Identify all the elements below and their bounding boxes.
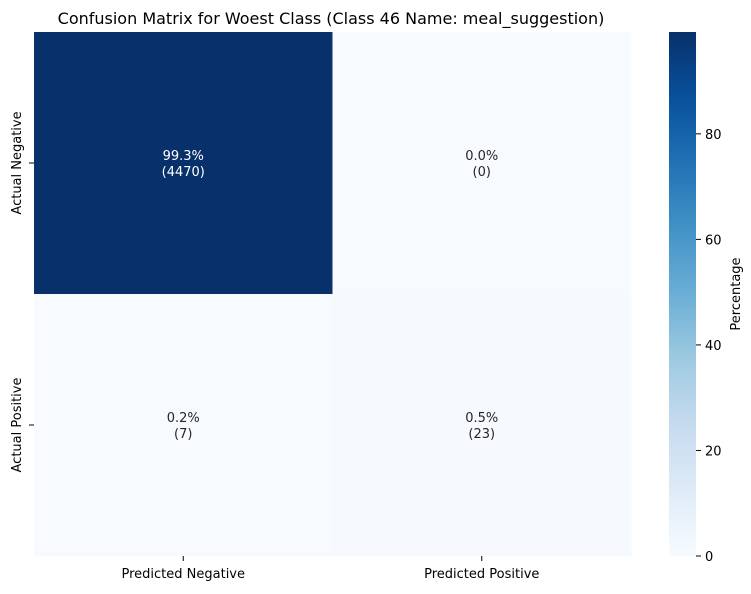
colorbar-tick-label: 0 xyxy=(705,550,713,565)
x-tick-label: Predicted Negative xyxy=(122,567,246,582)
colorbar-tick-label: 40 xyxy=(705,339,722,354)
colorbar-tick-label: 20 xyxy=(705,444,722,459)
cell-annotation: 0.5% xyxy=(465,411,498,426)
cell-annotation: 99.3% xyxy=(163,149,204,164)
colorbar: 0 20 40 60 80 Percentage xyxy=(669,32,744,565)
axes: Predicted Negative Predicted Positive Actu… xyxy=(10,111,539,582)
colorbar-ticks: 0 20 40 60 80 xyxy=(696,128,722,565)
chart-title: Confusion Matrix for Woest Class (Class … xyxy=(58,9,605,29)
cell-annotation: (23) xyxy=(468,427,495,442)
cell-annotation: (4470) xyxy=(162,165,205,180)
heatmap-cells xyxy=(34,32,632,557)
heatmap-cell xyxy=(34,294,333,557)
heatmap-cell xyxy=(34,32,333,295)
colorbar-tick-label: 80 xyxy=(705,128,722,143)
cell-annotation: 0.2% xyxy=(167,411,200,426)
y-tick-label: Actual Negative xyxy=(10,111,25,214)
heatmap-cell xyxy=(332,294,632,557)
x-tick-label: Predicted Positive xyxy=(424,567,539,582)
cell-annotations: 99.3%(4470) 0.0%(0) 0.2%(7) 0.5%(23) xyxy=(162,149,499,442)
colorbar-label: Percentage xyxy=(729,257,744,330)
cell-annotation: (0) xyxy=(473,165,491,180)
cell-annotation: 0.0% xyxy=(465,149,498,164)
colorbar-gradient xyxy=(669,32,696,556)
cell-annotation: (7) xyxy=(174,427,192,442)
colorbar-tick-label: 60 xyxy=(705,233,722,248)
y-tick-label: Actual Positive xyxy=(10,378,25,473)
heatmap-cell xyxy=(332,32,632,295)
